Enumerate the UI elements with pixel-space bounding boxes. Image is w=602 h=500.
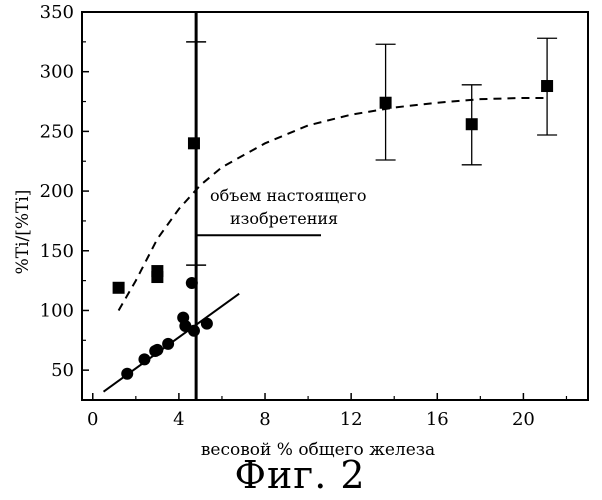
circle-point — [138, 353, 150, 365]
y-tick-label: 350 — [40, 2, 74, 23]
x-tick-label: 8 — [259, 409, 270, 430]
square-point — [380, 97, 392, 109]
y-tick-label: 50 — [51, 360, 74, 381]
y-tick-label: 250 — [40, 121, 74, 142]
y-tick-label: 300 — [40, 62, 74, 83]
circle-point — [186, 277, 198, 289]
circle-point — [188, 325, 200, 337]
circle-point — [151, 344, 163, 356]
circle-point — [162, 338, 174, 350]
square-point — [113, 282, 125, 294]
circle-point — [121, 368, 133, 380]
x-tick-label: 16 — [426, 409, 449, 430]
y-tick-label: 150 — [40, 241, 74, 262]
square-point — [541, 80, 553, 92]
x-tick-label: 12 — [340, 409, 363, 430]
y-tick-label: 200 — [40, 181, 74, 202]
figure-caption: Фиг. 2 — [234, 453, 365, 497]
circle-point — [201, 318, 213, 330]
square-point — [151, 271, 163, 283]
x-tick-label: 0 — [87, 409, 98, 430]
annotation-line-1: объем настоящего — [210, 186, 367, 205]
y-axis-label: %Ti/[%Ti] — [13, 190, 33, 275]
x-tick-label: 4 — [173, 409, 184, 430]
annotation-line-2: изобретения — [230, 209, 338, 228]
square-point — [188, 137, 200, 149]
x-tick-label: 20 — [512, 409, 535, 430]
y-tick-label: 100 — [40, 300, 74, 321]
square-point — [466, 118, 478, 130]
